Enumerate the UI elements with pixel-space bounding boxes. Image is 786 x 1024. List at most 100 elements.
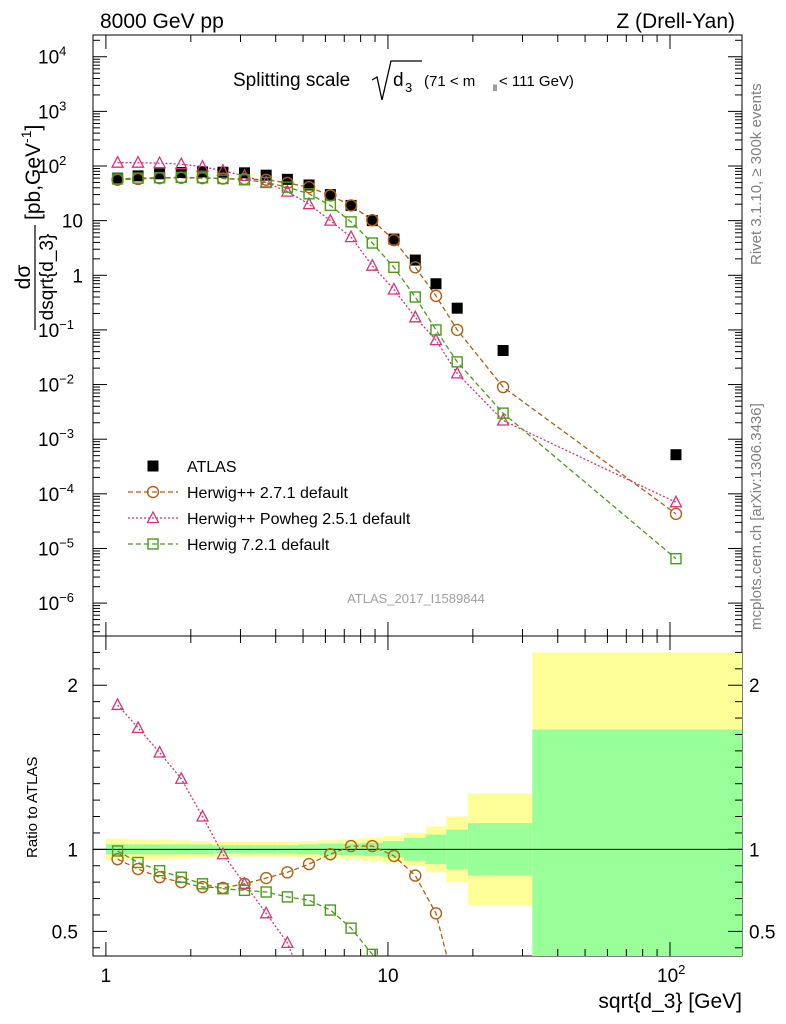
title-main: Splitting scale (233, 70, 350, 91)
ratio-point (346, 991, 357, 1002)
mc-point (280, 184, 294, 197)
title-range-index: ll (493, 83, 497, 93)
mc-point (496, 380, 510, 394)
main-y-tick-exponent: 2 (59, 153, 66, 168)
mc-point (174, 156, 188, 170)
atlas-data-point (366, 215, 378, 227)
ylabel-unit-close: ] (22, 125, 45, 131)
x-axis-label: sqrt{d_3} [GeV] (598, 990, 742, 1013)
ylabel-unit-text: [pb,GeV (22, 143, 45, 220)
mc-point (323, 213, 337, 226)
legend-label: Herwig++ 2.7.1 default (187, 485, 349, 502)
ylabel-unit: [pb,GeV-1] (18, 125, 45, 220)
x-tick-label: 102 (657, 962, 685, 987)
mc-point (196, 172, 209, 184)
ratio-point (498, 992, 509, 1003)
main-y-tick-label: 10−3 (38, 426, 74, 451)
ratio-point (452, 992, 463, 1003)
ratio-series-group (111, 697, 509, 1003)
main-series-clip (111, 155, 683, 565)
mc-point (153, 155, 167, 169)
ratio-point (153, 745, 167, 758)
mc-point (111, 155, 125, 168)
legend-label: Herwig 7.2.1 default (187, 537, 330, 554)
title-range-pre: (71 < m (424, 73, 475, 90)
sqrt-symbol-icon (371, 60, 422, 101)
x-tick-label: 10 (377, 966, 398, 987)
mc-point (366, 237, 378, 249)
x-tick-label: 1 (101, 966, 112, 987)
ratio-point (196, 878, 209, 890)
mc-point (408, 309, 422, 323)
stat-uncertainty-band (532, 729, 742, 956)
collision-label: 8000 GeV pp (100, 10, 224, 33)
mc-point (409, 291, 421, 303)
atlas-data-point (409, 254, 421, 266)
mc-point (344, 229, 358, 243)
main-y-tick-exponent: −3 (59, 426, 74, 441)
ratio-point (153, 864, 166, 877)
mc-point (497, 407, 509, 419)
mc-point (195, 159, 210, 172)
mc-point (450, 323, 464, 337)
ratio-point (366, 948, 378, 956)
legend: ATLAS Herwig++ 2.7.1 default Herwig++ Powh… (128, 459, 411, 554)
main-y-tick-exponent: −6 (59, 590, 74, 605)
mc-point (387, 282, 401, 295)
ratio-point (429, 907, 443, 920)
ratio-point (324, 904, 337, 916)
ratio-point (325, 991, 336, 1002)
ratio-point (452, 991, 463, 1002)
title-sub-index: 3 (405, 80, 412, 95)
ratio-point (259, 905, 273, 919)
ratio-point (174, 771, 188, 784)
ratio-point (131, 720, 145, 734)
main-y-tick-label: 10 (62, 212, 83, 233)
mc-point (345, 216, 357, 228)
main-y-tick-label: 10−6 (38, 590, 74, 615)
main-y-tick-label: 10−2 (38, 372, 74, 397)
atlas-data-point (281, 173, 293, 185)
ratio-point (431, 992, 441, 1002)
mc-point (153, 172, 166, 184)
ratio-point (367, 991, 378, 1002)
main-y-tick-exponent: −1 (59, 317, 74, 332)
ratio-point (259, 871, 273, 885)
main-y-tick-exponent: −2 (59, 372, 74, 387)
ratio-point (366, 839, 379, 853)
ratio-point (410, 991, 421, 1002)
ratio-point (217, 883, 229, 895)
ratio-point (153, 871, 166, 884)
mc-point (670, 552, 682, 565)
ratio-point (452, 992, 462, 1002)
ylabel-denominator: dsqrt{d_3} (37, 234, 58, 321)
legend-marker (146, 510, 160, 524)
ratio-point (195, 809, 210, 822)
ratio-point (111, 852, 124, 866)
ratio-point (111, 845, 124, 857)
mc-point (217, 172, 229, 185)
band-clip-group (105, 652, 742, 956)
ratio-point (304, 991, 315, 1002)
main-y-tick-label: 103 (38, 98, 66, 123)
mc-point (303, 188, 315, 200)
ratio-series-clip (111, 697, 509, 1003)
mc-point (429, 332, 443, 346)
analysis-watermark: ATLAS_2017_I1589844 (347, 591, 485, 606)
main-y-tick-exponent: 4 (59, 44, 66, 59)
mc-point (450, 366, 464, 379)
mcplots-label: mcplots.cern.ch [arXiv:1306.3436] (748, 403, 765, 630)
atlas-data-point (345, 199, 357, 211)
ratio-point (216, 846, 230, 860)
plot-title: Splitting scale d 3 (71 < m ll < 111 GeV… (233, 60, 574, 101)
mc-point (669, 507, 683, 521)
atlas-data-point (112, 172, 124, 184)
ratio-point (345, 922, 357, 934)
legend-marker (147, 538, 159, 550)
ratio-point (260, 886, 272, 898)
main-series-group (111, 155, 683, 565)
process-label: Z (Drell-Yan) (616, 10, 735, 33)
mc-point (451, 356, 463, 368)
mc-point (281, 181, 294, 193)
